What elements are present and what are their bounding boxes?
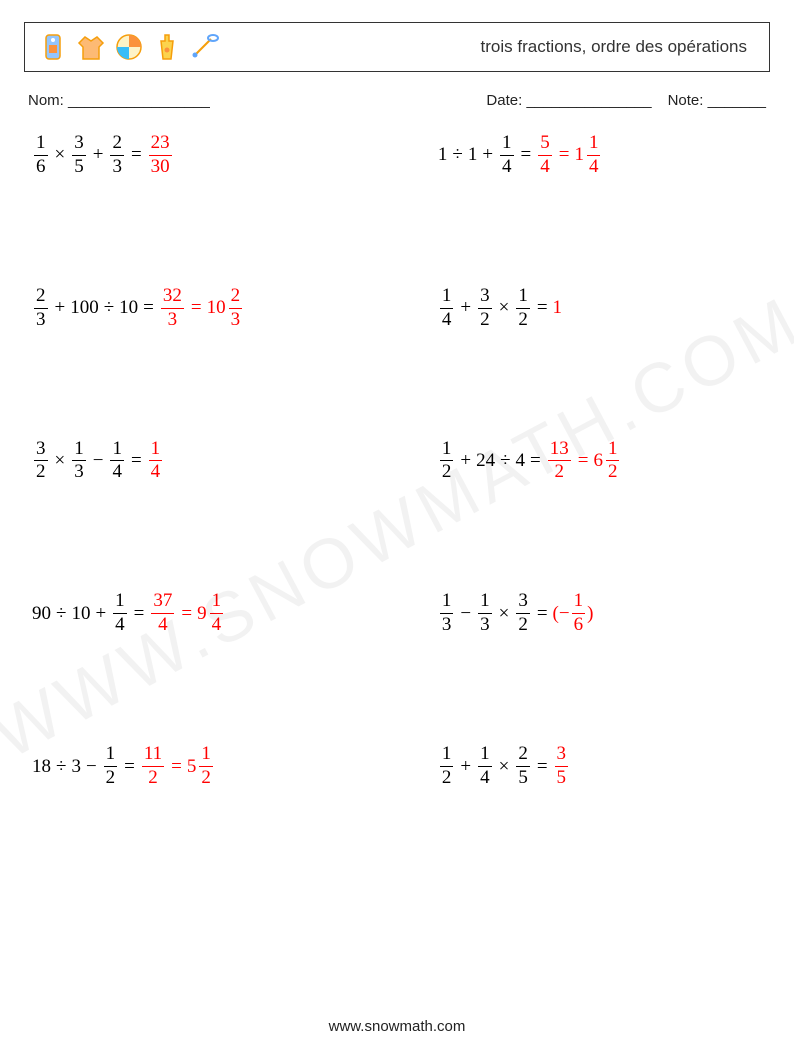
answer: 1: [553, 297, 563, 319]
name-field: Nom: _________________: [28, 92, 210, 109]
answer: (−16): [553, 591, 594, 636]
problems-grid: 16×35+23=23301÷1+14=54=114 23+100÷10=323=…: [24, 133, 770, 789]
pin-icon: [189, 31, 221, 63]
problem-1: 16×35+23=2330: [32, 133, 438, 178]
problem-8: 13−13×32=(−16): [438, 591, 770, 636]
problem-6: 12+24÷4=132=612: [438, 439, 770, 484]
answer: 112=512: [140, 744, 215, 789]
header-icons: [37, 31, 221, 63]
problem-10: 12+14×25=35: [438, 744, 770, 789]
answer: 2330: [147, 133, 174, 178]
answer: 132=612: [546, 439, 622, 484]
problem-7: 90÷10+14=374=914: [32, 591, 438, 636]
answer: 323=1023: [159, 286, 244, 331]
bottle-icon: [151, 31, 183, 63]
problem-4: 14+32×12=1: [438, 286, 770, 331]
device-icon: [37, 31, 69, 63]
ball-icon: [113, 31, 145, 63]
problem-5: 32×13−14=14: [32, 439, 438, 484]
worksheet-header: trois fractions, ordre des opérations: [24, 22, 770, 72]
worksheet-title: trois fractions, ordre des opérations: [481, 37, 757, 57]
date-field: Date: _______________: [486, 92, 651, 109]
note-field: Note: _______: [668, 92, 766, 109]
answer: 54=114: [536, 133, 602, 178]
problem-3: 23+100÷10=323=1023: [32, 286, 438, 331]
meta-row: Nom: _________________ Date: ___________…: [28, 92, 766, 109]
problem-2: 1÷1+14=54=114: [438, 133, 770, 178]
problem-9: 18÷3−12=112=512: [32, 744, 438, 789]
shirt-icon: [75, 31, 107, 63]
footer-url: www.snowmath.com: [0, 1018, 794, 1035]
answer: 14: [147, 439, 165, 484]
answer: 374=914: [149, 591, 225, 636]
answer: 35: [553, 744, 571, 789]
